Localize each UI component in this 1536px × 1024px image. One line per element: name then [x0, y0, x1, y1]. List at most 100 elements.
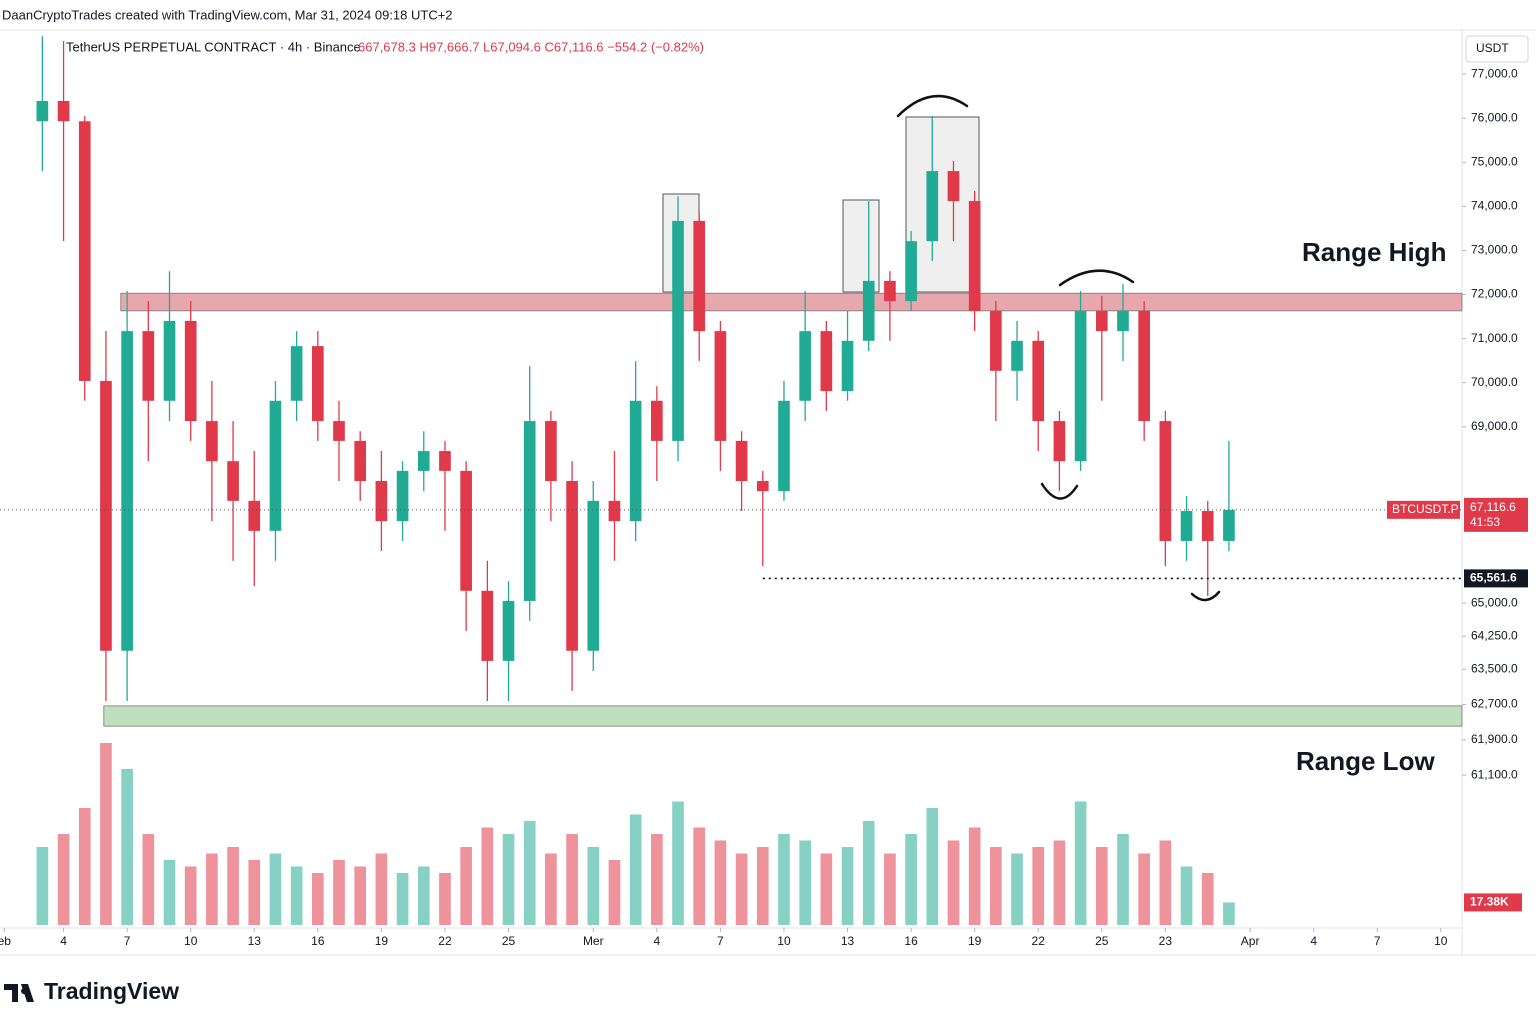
highlight-boxes [662, 116, 980, 293]
candle-body [545, 421, 557, 482]
candle-body [820, 331, 833, 392]
x-tick-label: eb [0, 934, 11, 948]
candle-body [884, 280, 896, 302]
volume-bar [502, 834, 515, 925]
legend-ohlc: 667,678.3 H97,666.7 L67,094.6 C67,116.6 … [358, 39, 704, 54]
header: DaanCryptoTrades created with TradingVie… [2, 7, 453, 22]
y-tick-label: 63,500.0 [1471, 661, 1518, 675]
candle-body [735, 440, 748, 482]
candle-body [968, 201, 981, 311]
y-tick-label: 65,000.0 [1471, 595, 1518, 609]
zone-label: Range Low [1296, 746, 1435, 776]
candle-body [248, 500, 261, 531]
volume-bar [375, 853, 388, 925]
volume-bar [248, 860, 261, 925]
countdown: 41:53 [1470, 515, 1500, 529]
volume-bar [629, 814, 642, 925]
candle-body [566, 481, 578, 651]
x-tick-label: 13 [841, 934, 855, 948]
arc [1040, 482, 1079, 500]
logo-mark [4, 984, 34, 1002]
x-tick-label: 7 [717, 934, 724, 948]
x-tick-label: 16 [904, 934, 918, 948]
volume-bar [1074, 801, 1087, 925]
candle-body [206, 421, 218, 462]
volume-bar [1180, 866, 1193, 925]
candle-body [269, 400, 282, 531]
x-tick-label: Mer [583, 934, 604, 948]
x-tick-label: 19 [375, 934, 389, 948]
candle-body [439, 451, 451, 471]
volume-bar [333, 860, 345, 925]
volume-bar [799, 840, 811, 925]
volume-bar [121, 769, 133, 925]
volume-bar [968, 827, 981, 925]
y-tick-label: 75,000.0 [1471, 154, 1518, 168]
volume-bar [947, 840, 960, 925]
candle-body [311, 346, 324, 422]
candle-body [57, 100, 70, 122]
candle-body [947, 171, 960, 202]
last-price-tag [1464, 497, 1528, 532]
volume-bar [311, 873, 324, 925]
volume-bar [396, 873, 409, 925]
volume-bar [36, 847, 49, 925]
currency-box[interactable] [1465, 35, 1529, 63]
volume-bar [78, 808, 91, 925]
volume-bar [672, 801, 684, 925]
candle-body [1117, 310, 1129, 332]
y-tick-label: 74,000.0 [1471, 199, 1518, 213]
volume-bar [566, 834, 578, 925]
candle-body [608, 500, 621, 522]
x-tick-label: 16 [311, 934, 325, 948]
candle-body [396, 470, 409, 522]
highlight-box [842, 199, 880, 293]
x-tick-label: 7 [124, 934, 131, 948]
zone [120, 292, 1463, 312]
volume-bar [862, 821, 875, 925]
candle-body [799, 331, 811, 401]
volume-bar [354, 866, 367, 925]
candle-body [1074, 310, 1087, 462]
volume-bar [905, 834, 917, 925]
volume-bar [756, 847, 769, 925]
x-tick-label: 10 [1434, 934, 1448, 948]
candle-body [100, 380, 112, 651]
volume-bar [163, 860, 176, 925]
brand: TradingView [44, 978, 179, 1004]
volume-bar [439, 873, 451, 925]
volume-bar [1201, 873, 1214, 925]
volume-bar [1117, 834, 1129, 925]
y-tick-label: 73,000.0 [1471, 243, 1518, 257]
x-tick-label: 4 [60, 934, 67, 948]
x-tick-label: 10 [184, 934, 198, 948]
candle-body [523, 421, 536, 601]
candle-body [587, 500, 600, 651]
candle-body [905, 241, 917, 302]
candle-body [862, 280, 875, 341]
volume-bar [1095, 847, 1108, 925]
y-tick-label: 61,100.0 [1471, 767, 1518, 781]
x-tick-label: 10 [777, 934, 791, 948]
volume-bar [1159, 840, 1172, 925]
candle-body [121, 331, 133, 651]
volume-bar [523, 821, 536, 925]
volume-bar [269, 853, 282, 925]
candle-body [163, 320, 176, 401]
volume-bar [227, 847, 239, 925]
candle-body [672, 220, 684, 441]
volume-label: 17.38K [1470, 895, 1509, 909]
volume-bar [714, 840, 727, 925]
y-tick-label: 64,250.0 [1471, 628, 1518, 642]
volume-bar [1053, 840, 1066, 925]
y-tick-label: 69,000.0 [1471, 419, 1518, 433]
currency: USDT [1476, 41, 1509, 55]
volume-bar [693, 827, 706, 925]
support-tag [1464, 569, 1528, 588]
volume-tag [1464, 893, 1522, 912]
candle-body [1095, 310, 1108, 332]
legend-title: TetherUS PERPETUAL CONTRACT · 4h · Binan… [66, 39, 361, 54]
x-tick-label: 23 [1159, 934, 1173, 948]
arc [1190, 590, 1221, 602]
y-tick-label: 72,000.0 [1471, 287, 1518, 301]
